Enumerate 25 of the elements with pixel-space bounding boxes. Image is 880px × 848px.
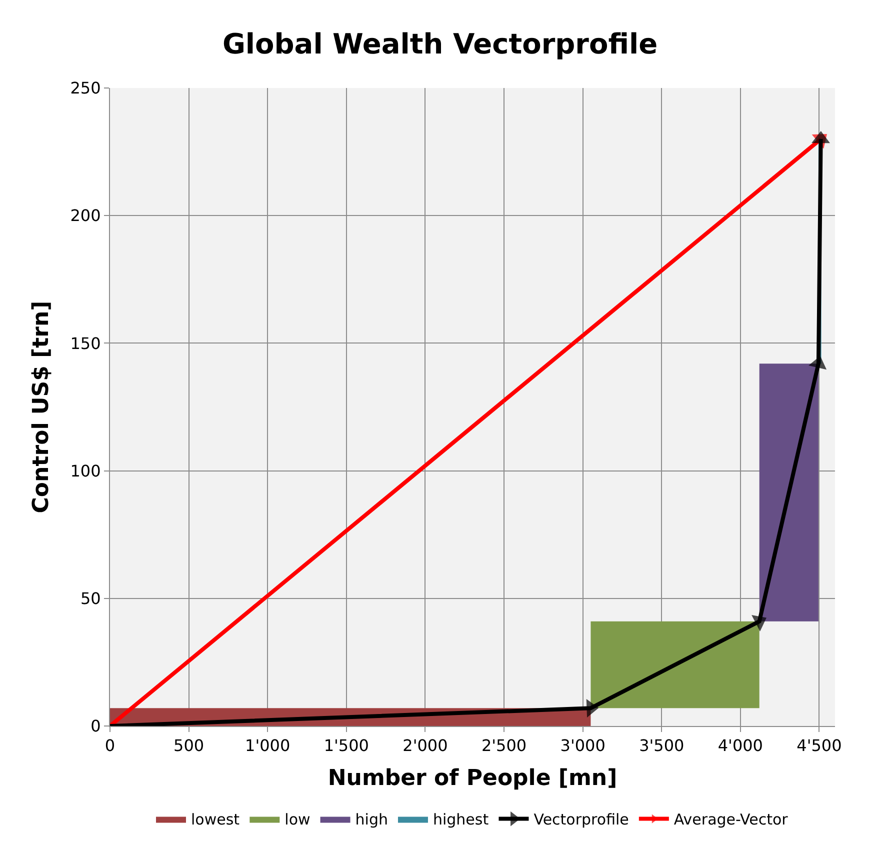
legend-label: Vectorprofile — [534, 810, 629, 829]
y-axis-title: Control US$ [trn] — [29, 300, 54, 514]
legend-label: high — [355, 810, 388, 829]
x-tick-label: 1'500 — [324, 736, 369, 756]
legend-label: highest — [432, 810, 489, 829]
y-tick-label: 100 — [70, 461, 101, 480]
x-tick-label: 3'500 — [639, 736, 684, 756]
chart-title: Global Wealth Vectorprofile — [222, 28, 658, 61]
legend-label: low — [284, 810, 310, 829]
y-tick-label: 150 — [70, 334, 101, 353]
x-tick-label: 1'000 — [245, 736, 290, 756]
legend-label: Average-Vector — [674, 810, 789, 829]
x-axis-title: Number of People [mn] — [328, 766, 618, 792]
x-tick-label: 2'000 — [402, 736, 448, 756]
y-tick-label: 200 — [70, 206, 101, 226]
y-tick-label: 250 — [70, 78, 101, 98]
y-tick-label: 0 — [90, 716, 101, 736]
x-tick-label: 500 — [174, 736, 204, 756]
x-tick-label: 4'500 — [796, 736, 842, 756]
x-tick-label: 3'000 — [560, 736, 606, 756]
x-tick-label: 4'000 — [718, 736, 763, 756]
x-tick-label: 0 — [104, 736, 116, 756]
y-tick-label: 50 — [80, 589, 101, 608]
x-tick-label: 2'500 — [481, 736, 527, 756]
legend-label: lowest — [191, 810, 240, 829]
